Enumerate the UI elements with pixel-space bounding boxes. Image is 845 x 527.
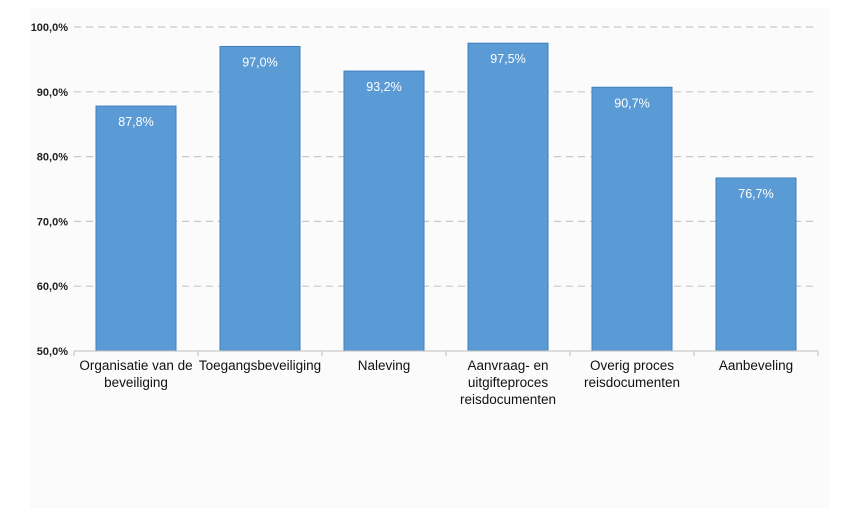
- data-label: 97,0%: [242, 55, 277, 69]
- y-tick-label: 70,0%: [37, 216, 68, 228]
- data-labels: 87,8% 97,0% 93,2% 97,5% 90,7% 76,7%: [118, 52, 773, 201]
- bars: [95, 42, 797, 352]
- x-tick-label: Aanbeveling: [719, 358, 793, 373]
- data-label: 90,7%: [614, 96, 649, 110]
- y-tick-label: 100,0%: [31, 22, 69, 34]
- data-label: 76,7%: [738, 187, 773, 201]
- bar: [591, 86, 673, 352]
- data-label: 87,8%: [118, 115, 153, 129]
- x-tick-label: Overig proces reisdocumenten: [584, 358, 680, 390]
- bar-chart: 50,0% 60,0% 70,0% 80,0% 90,0% 100,0% 87,8% 97,…: [31, 22, 819, 407]
- chart-area: 50,0% 60,0% 70,0% 80,0% 90,0% 100,0% 87,8% 97,…: [30, 8, 830, 508]
- x-tick-label: Naleving: [358, 358, 411, 373]
- bar: [715, 177, 797, 352]
- bar: [467, 42, 549, 352]
- y-tick-label: 50,0%: [37, 346, 68, 358]
- data-label: 93,2%: [366, 80, 401, 94]
- bar: [219, 45, 301, 352]
- x-tick-label: Aanvraag- en uitgifteproces reisdocumenten: [460, 358, 556, 407]
- bar: [343, 70, 425, 352]
- data-label: 97,5%: [490, 52, 525, 66]
- x-tick-label: Organisatie van de beveiliging: [79, 358, 192, 390]
- gridlines: [74, 26, 818, 287]
- y-tick-label: 60,0%: [37, 281, 68, 293]
- bar: [95, 105, 177, 352]
- x-axis: Organisatie van de beveiliging Toegangsbev…: [73, 350, 819, 407]
- y-tick-label: 80,0%: [37, 152, 68, 164]
- x-tick-label: Toegangsbeveiliging: [199, 358, 321, 373]
- y-tick-label: 90,0%: [37, 87, 68, 99]
- y-axis-ticks: 50,0% 60,0% 70,0% 80,0% 90,0% 100,0%: [31, 22, 69, 358]
